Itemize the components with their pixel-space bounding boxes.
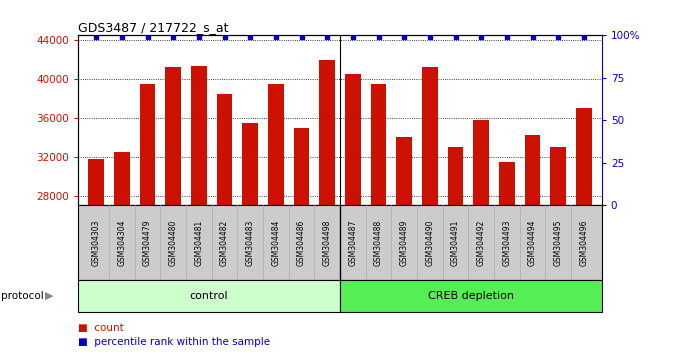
Bar (551, 147, 566, 205)
Bar (525, 136, 540, 205)
Text: GSM304494: GSM304494 (528, 219, 537, 266)
Bar (268, 84, 284, 205)
Bar (88, 159, 104, 205)
Bar (473, 120, 489, 205)
Text: CREB depletion: CREB depletion (428, 291, 514, 301)
Bar (371, 84, 386, 205)
Text: GDS3487 / 217722_s_at: GDS3487 / 217722_s_at (78, 21, 228, 34)
Text: GSM304488: GSM304488 (374, 219, 383, 266)
Text: GSM304481: GSM304481 (194, 219, 203, 266)
Text: GSM304303: GSM304303 (92, 219, 101, 266)
Text: GSM304490: GSM304490 (425, 219, 435, 266)
Bar (294, 128, 309, 205)
Text: GSM304496: GSM304496 (579, 219, 588, 266)
Text: GSM304479: GSM304479 (143, 219, 152, 266)
Bar (576, 108, 592, 205)
Bar (114, 152, 129, 205)
Text: control: control (190, 291, 228, 301)
Text: GSM304487: GSM304487 (348, 219, 357, 266)
Bar (191, 65, 207, 205)
Bar (217, 94, 232, 205)
Bar (243, 123, 258, 205)
Text: GSM304304: GSM304304 (118, 219, 126, 266)
Text: protocol: protocol (1, 291, 44, 301)
Text: GSM304489: GSM304489 (400, 219, 409, 266)
Text: GSM304484: GSM304484 (271, 219, 280, 266)
Bar (422, 68, 437, 205)
Text: GSM304495: GSM304495 (554, 219, 562, 266)
Text: ■  percentile rank within the sample: ■ percentile rank within the sample (78, 337, 271, 347)
Text: GSM304483: GSM304483 (245, 219, 255, 266)
Bar (448, 147, 463, 205)
Bar (165, 68, 181, 205)
Bar (340, 280, 602, 312)
Text: GSM304492: GSM304492 (477, 219, 486, 266)
Text: GSM304486: GSM304486 (297, 219, 306, 266)
Bar (320, 60, 335, 205)
Text: GSM304480: GSM304480 (169, 219, 177, 266)
Bar (78, 205, 602, 280)
Bar (78, 280, 340, 312)
Text: ■  count: ■ count (78, 323, 124, 333)
Bar (396, 137, 412, 205)
Text: GSM304482: GSM304482 (220, 219, 229, 266)
Text: GSM304491: GSM304491 (451, 219, 460, 266)
Bar (345, 74, 360, 205)
Text: ▶: ▶ (46, 291, 54, 301)
Text: GSM304493: GSM304493 (503, 219, 511, 266)
Text: GSM304498: GSM304498 (323, 219, 332, 266)
Bar (140, 84, 155, 205)
Bar (499, 162, 515, 205)
